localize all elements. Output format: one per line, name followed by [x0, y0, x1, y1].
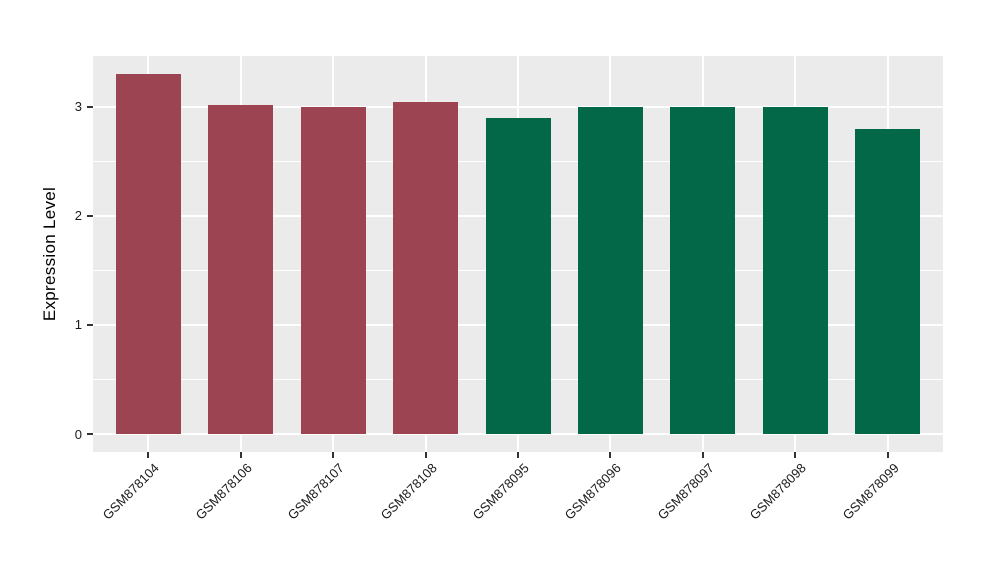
- plot-panel: [93, 56, 943, 452]
- x-tick-label: GSM878095: [469, 460, 532, 523]
- x-tick-label: GSM878096: [562, 460, 625, 523]
- bar: [855, 128, 920, 434]
- bar: [116, 74, 181, 434]
- x-tick-label: GSM878107: [284, 460, 348, 523]
- bar: [301, 106, 366, 434]
- x-tick-mark: [701, 452, 704, 458]
- y-tick-label: 2: [74, 208, 82, 224]
- y-tick-label: 1: [74, 317, 82, 333]
- y-tick-label: 0: [74, 426, 82, 442]
- y-tick-mark: [87, 105, 93, 108]
- x-tick-mark: [424, 452, 427, 458]
- x-tick-label: GSM878104: [100, 460, 163, 523]
- x-tick-label: GSM878106: [192, 460, 255, 523]
- y-axis-title-text: Expression Level: [40, 186, 60, 322]
- x-tick-mark: [332, 452, 335, 458]
- y-axis-title: Expression Level: [30, 56, 70, 452]
- bar: [486, 117, 551, 434]
- bar: [578, 106, 643, 434]
- x-tick-label: GSM878097: [654, 460, 717, 523]
- y-tick-label: 3: [74, 99, 82, 115]
- x-tick-mark: [147, 452, 150, 458]
- x-tick-label: GSM878099: [839, 460, 902, 523]
- x-tick-label: GSM878098: [746, 460, 810, 523]
- bar: [670, 106, 735, 434]
- bar: [763, 106, 828, 434]
- x-tick-mark: [794, 452, 797, 458]
- bar: [208, 104, 273, 434]
- bar: [393, 102, 458, 434]
- x-tick-mark: [239, 452, 242, 458]
- y-tick-mark: [87, 323, 93, 326]
- x-tick-label: GSM878108: [377, 460, 440, 523]
- x-tick-mark: [517, 452, 519, 458]
- x-tick-mark: [886, 452, 889, 458]
- x-tick-mark: [609, 452, 612, 458]
- y-tick-mark: [87, 214, 93, 217]
- y-tick-mark: [87, 433, 93, 435]
